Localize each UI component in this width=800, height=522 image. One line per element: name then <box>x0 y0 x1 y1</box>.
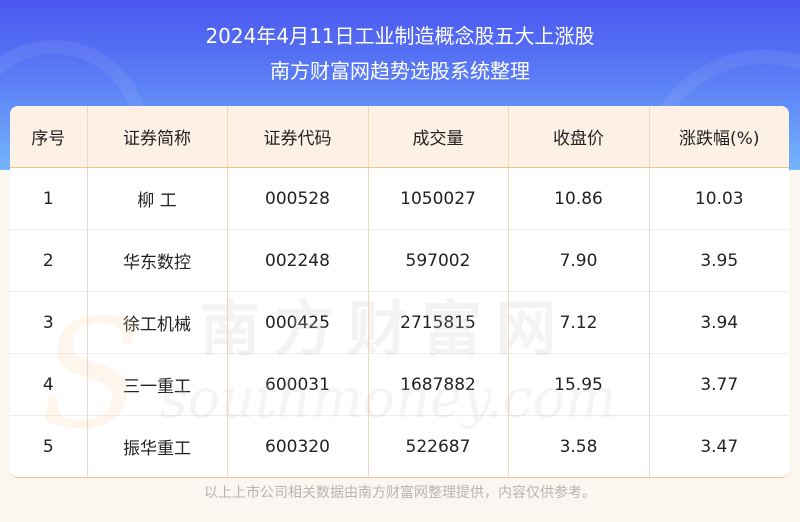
table-cell: 3.58 <box>507 415 649 477</box>
table-cell: 5 <box>10 415 87 477</box>
table-cell: 002248 <box>226 229 368 292</box>
table-row: 3 徐工机械 000425 2715815 7.12 3.94 <box>10 291 789 354</box>
table-cell: 徐工机械 <box>86 291 227 354</box>
table-cell: 10.86 <box>507 167 649 230</box>
page-subtitle: 南方财富网趋势选股系统整理 <box>270 59 530 83</box>
table-row: 5 振华重工 600320 522687 3.58 3.47 <box>10 415 789 477</box>
column-header: 收盘价 <box>507 106 649 168</box>
table-cell: 7.12 <box>507 291 649 354</box>
column-header: 序号 <box>10 106 87 168</box>
table-cell: 3.95 <box>648 229 789 292</box>
table-cell: 1687882 <box>367 353 508 416</box>
page-title: 2024年4月11日工业制造概念股五大上涨股 <box>205 24 595 48</box>
table-cell: 600031 <box>226 353 368 416</box>
column-header: 涨跌幅(%) <box>648 106 789 168</box>
table-cell: 000425 <box>226 291 368 354</box>
table-row: 4 三一重工 600031 1687882 15.95 3.77 <box>10 353 789 416</box>
table-cell: 3 <box>10 291 87 354</box>
table-cell: 4 <box>10 353 87 416</box>
table-cell: 3.94 <box>648 291 789 354</box>
table-cell: 华东数控 <box>86 229 227 292</box>
table-cell: 1 <box>42 188 54 209</box>
table-row: 1 柳 工 000528 1050027 10.86 10.03 <box>10 167 789 230</box>
table-cell: 600320 <box>226 415 368 477</box>
table-row: 2 华东数控 002248 597002 7.90 3.95 <box>10 229 789 292</box>
table-cell: 2 <box>10 229 87 292</box>
column-header: 证券代码 <box>226 106 368 168</box>
table-cell: 3.77 <box>648 353 789 416</box>
table-cell: 振华重工 <box>86 415 227 477</box>
table-cell: 1050027 <box>367 167 508 230</box>
table-cell: 000528 <box>226 167 368 230</box>
table-header: 序号 证券简称 证券代码 成交量 收盘价 涨跌幅(%) <box>10 106 789 168</box>
footer-note: 以上上市公司相关数据由南方财富网整理提供，内容仅供参考。 <box>204 485 596 501</box>
table-cell: 7.90 <box>507 229 649 292</box>
table-cell: 522687 <box>367 415 508 477</box>
table-cell: 597002 <box>367 229 508 292</box>
column-header: 证券简称 <box>86 106 227 168</box>
table-cell: 10.03 <box>648 167 789 230</box>
table-cell: 三一重工 <box>86 353 227 416</box>
stock-table: 序号 证券简称 证券代码 成交量 收盘价 涨跌幅(%) 1 柳 工 000528 1050027… <box>10 106 789 478</box>
table-cell: 15.95 <box>507 353 649 416</box>
table-cell: 柳 工 <box>86 167 227 230</box>
column-header: 成交量 <box>367 106 508 168</box>
table-cell: 3.47 <box>648 415 789 477</box>
table-cell: 2715815 <box>367 291 508 354</box>
